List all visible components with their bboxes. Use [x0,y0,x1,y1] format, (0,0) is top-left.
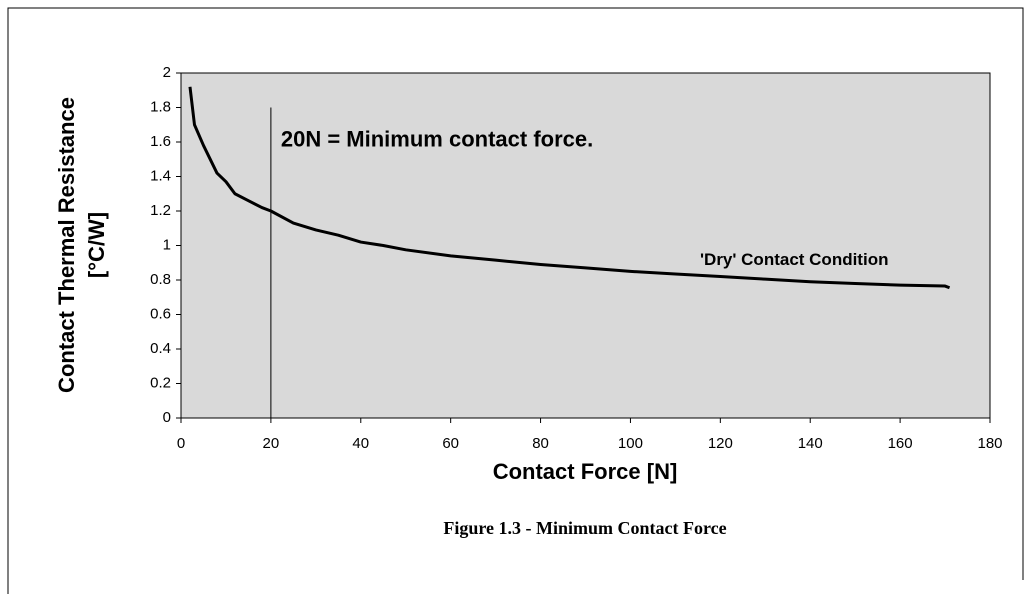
caption: Figure 1.3 - Minimum Contact Force [443,518,726,538]
y-axis-label: Contact Thermal Resistance [54,97,79,393]
x-axis-label: Contact Force [N] [493,459,678,484]
plot-area [180,72,991,419]
x-tick-label: 140 [798,435,823,452]
y-tick-label: 0.6 [150,305,171,322]
y-tick-label: 0.4 [150,340,171,357]
x-tick-label: 40 [352,435,369,452]
frame [7,7,1024,594]
annotation: 20N = Minimum contact force. [281,126,593,151]
y-tick-label: 1 [163,236,171,253]
x-tick-label: 80 [532,435,549,452]
line-series [188,86,951,290]
y-tick-label: 0.8 [150,271,171,288]
y-tick-label: 1.8 [150,98,171,115]
y-tick-label: 2 [163,64,171,81]
x-tick-label: 160 [888,435,913,452]
y-axis-label: [°C/W] [84,212,109,278]
series-label: 'Dry' Contact Condition [700,250,888,269]
x-tick-label: 20 [263,435,280,452]
y-tick-label: 1.6 [150,133,171,150]
y-tick-label: 0 [163,409,171,426]
x-tick-label: 0 [177,435,185,452]
x-tick-label: 120 [708,435,733,452]
x-tick-label: 100 [618,435,643,452]
x-tick-label: 60 [442,435,459,452]
y-tick-label: 1.4 [150,167,171,184]
y-tick-label: 1.2 [150,202,171,219]
y-tick-label: 0.2 [150,374,171,391]
x-tick-label: 180 [977,435,1002,452]
